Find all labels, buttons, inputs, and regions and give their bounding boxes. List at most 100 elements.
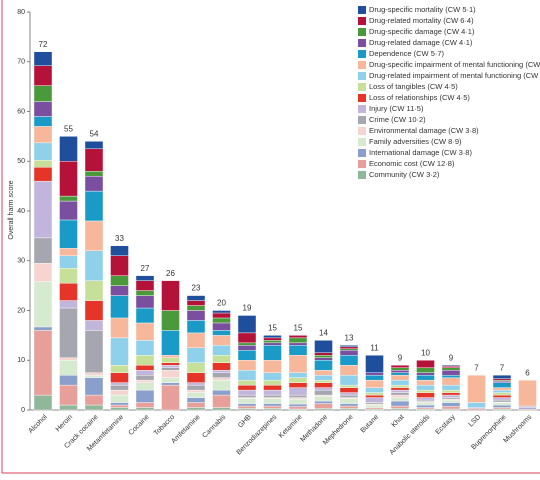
bar-segment <box>212 379 231 391</box>
bar-segment <box>390 365 410 368</box>
bar-segment <box>339 392 359 396</box>
bar-segment <box>416 372 435 376</box>
bar-segment <box>314 403 333 409</box>
legend-label: Loss of tangibles (CW 4·5) <box>369 82 458 91</box>
bar-segment <box>339 387 359 393</box>
bar-segment <box>441 392 461 396</box>
bar-segment <box>288 335 308 339</box>
total-label: 9 <box>449 353 454 362</box>
total-label: 14 <box>319 328 328 337</box>
bar-segment <box>59 384 78 406</box>
bar-segment <box>135 402 155 408</box>
total-label: 55 <box>64 124 73 133</box>
bar-segment <box>186 320 206 334</box>
bar-segment <box>33 65 53 86</box>
bar-segment <box>212 407 231 411</box>
bar-segment <box>492 392 512 396</box>
bar-segment <box>492 378 512 381</box>
bar-segment <box>186 347 206 363</box>
legend-label: Drug-specific impairment of mental funct… <box>369 60 540 69</box>
total-label: 9 <box>398 353 403 362</box>
total-label: 33 <box>115 234 124 243</box>
bar-segment <box>365 379 384 388</box>
bar-segment <box>110 407 129 411</box>
legend-label: Community (CW 3·2) <box>369 170 440 179</box>
bar-segment <box>390 367 410 371</box>
bar-segment <box>110 285 129 296</box>
y-tick-label: 70 <box>17 59 25 66</box>
bar-segment <box>416 402 435 406</box>
bar-segment <box>135 340 155 356</box>
bar-segment <box>416 399 435 402</box>
bar-segment <box>161 377 180 383</box>
bar-segment <box>135 370 155 376</box>
bar-segment <box>237 405 257 409</box>
bar-segment <box>135 290 155 296</box>
bar-segment <box>339 350 359 356</box>
bar-segment <box>161 384 180 411</box>
bar-segment <box>441 370 461 376</box>
bar-segment <box>59 219 78 249</box>
bar-segment <box>416 374 435 381</box>
bar-segment <box>59 374 78 386</box>
x-tick-label: Ketamine <box>278 414 304 440</box>
bar-segment <box>365 402 384 405</box>
bar-segment <box>441 384 461 391</box>
bar-segment <box>186 397 206 403</box>
bar-segment <box>237 350 257 361</box>
bar-segment <box>339 394 359 398</box>
bar-segment <box>186 362 206 373</box>
bar-segment <box>59 360 78 376</box>
bar-segment <box>263 389 282 396</box>
bar-segment <box>467 408 486 411</box>
bar-segment <box>492 402 512 406</box>
bar-segment <box>339 405 359 409</box>
x-tick-label: Alcohol <box>28 413 49 434</box>
bar-segment <box>135 322 155 341</box>
bar-segment <box>314 408 333 411</box>
bar-segment <box>110 382 129 386</box>
bar-segment <box>492 407 512 410</box>
bar-segment <box>212 335 231 346</box>
bar-segment <box>288 372 308 378</box>
bar-segment <box>186 310 206 321</box>
bar-segment <box>212 330 231 336</box>
bar-segment <box>365 355 384 373</box>
bar-segment <box>314 387 333 391</box>
legend-label: Drug-related damage (CW 4·1) <box>369 38 473 47</box>
legend-label: Drug-related mortality (CW 6·4) <box>369 16 474 25</box>
bar-segment <box>263 342 282 346</box>
bar-segment <box>110 295 129 319</box>
bar-segment <box>288 337 308 344</box>
total-label: 23 <box>192 284 201 293</box>
bar-segment <box>492 382 512 388</box>
bar-segment <box>365 387 384 393</box>
bar-segment <box>237 379 257 386</box>
y-tick-label: 60 <box>17 108 25 115</box>
bar-segment <box>212 377 231 381</box>
bar-segment <box>492 399 512 403</box>
total-label: 54 <box>90 129 99 138</box>
bar-segment <box>518 405 537 408</box>
bar-segment <box>288 387 308 396</box>
bar-segment <box>110 389 129 396</box>
bar-segment <box>441 365 461 367</box>
bar-segment <box>390 384 410 388</box>
bar-segment <box>492 380 512 383</box>
bar-segment <box>59 307 78 358</box>
bar-segment <box>314 370 333 376</box>
bar-segment <box>237 342 257 346</box>
bar-segment <box>33 101 53 117</box>
bar-segment <box>288 403 308 407</box>
bar-segment <box>263 340 282 344</box>
x-tick-label: Cocaine <box>128 414 151 437</box>
bar-segment <box>263 360 282 373</box>
bar-segment <box>110 402 129 406</box>
bar-segment <box>237 332 257 344</box>
total-label: 27 <box>141 264 150 273</box>
bar-segment <box>110 275 129 286</box>
bar-segment <box>59 268 78 284</box>
bar-segment <box>339 374 359 386</box>
bar-segment <box>59 255 78 269</box>
bar-segment <box>161 370 180 378</box>
